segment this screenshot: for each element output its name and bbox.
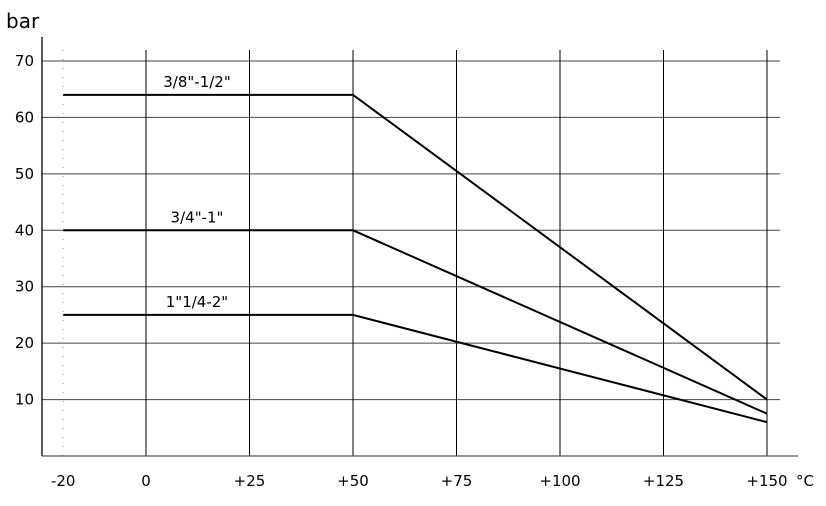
x-tick-label: 0 [141,472,151,490]
series-line [63,229,768,415]
x-tick-label: +150 [746,472,787,490]
x-axis-label: °C [796,472,814,490]
x-tick-label: +25 [234,472,266,490]
series-line [63,93,768,401]
y-tick-label: 30 [15,278,34,296]
y-tick-label: 60 [15,108,34,126]
series-label: 3/4"-1" [171,208,224,226]
labels: 10 20 30 40 50 60 70 -20 0 +25 +50 +75 +100 +125 +150 3… [15,52,788,490]
series-line [63,313,768,424]
x-tick-label: +50 [337,472,369,490]
grid [42,50,780,456]
series-lines [63,93,768,424]
y-axis-label: bar [6,9,40,33]
x-tick-label: +75 [441,472,473,490]
y-tick-label: 20 [15,334,34,352]
y-tick-label: 50 [15,165,34,183]
x-tick-label: +100 [539,472,580,490]
y-tick-label: 10 [15,391,34,409]
axes [41,37,798,457]
series-label: 3/8"-1/2" [163,73,231,91]
y-tick-label: 70 [15,52,34,70]
x-tick-label: +125 [643,472,684,490]
series-label: 1"1/4-2" [166,293,228,311]
x-tick-label: -20 [51,472,76,490]
y-tick-label: 40 [15,221,34,239]
